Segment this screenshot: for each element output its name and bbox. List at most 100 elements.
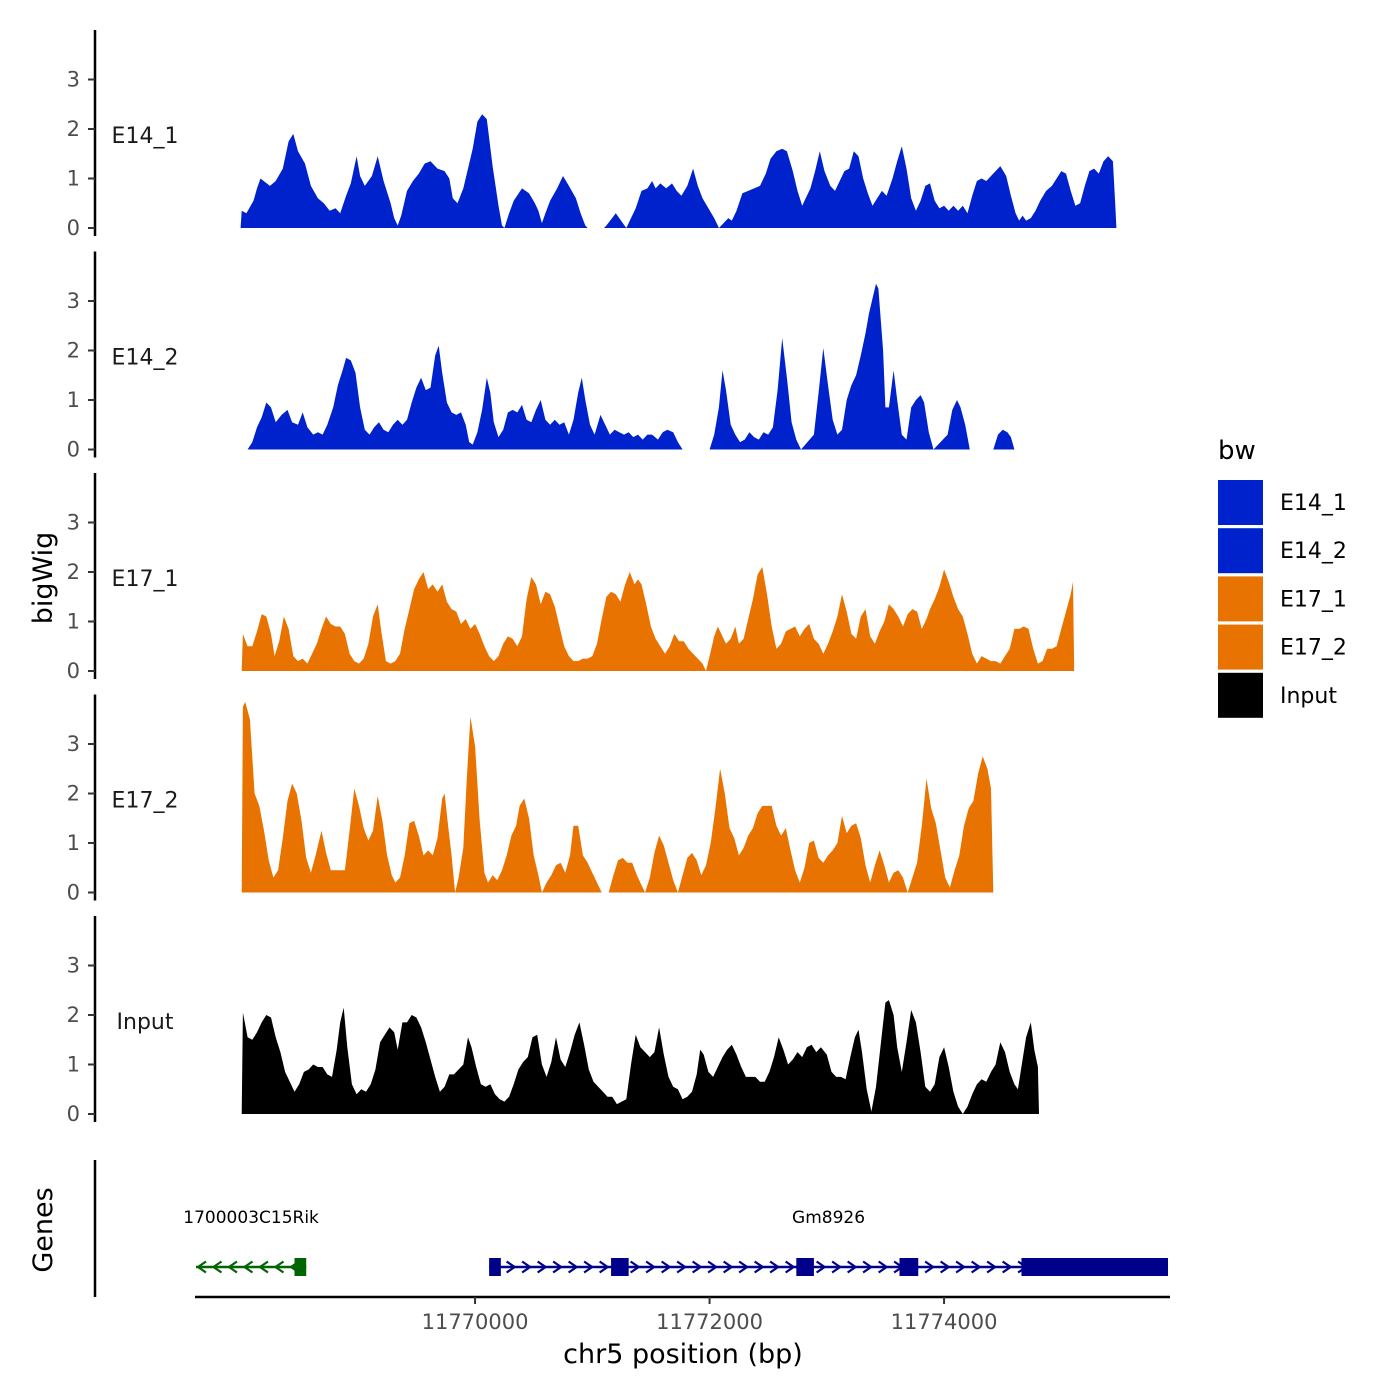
x-axis-title: chr5 position (bp) <box>563 1339 803 1370</box>
y-tick-label: 3 <box>67 511 80 535</box>
strand-arrow-icon <box>738 1260 750 1274</box>
exon <box>899 1258 919 1276</box>
y-tick-label: 2 <box>67 117 80 141</box>
y-tick-label: 3 <box>67 732 80 756</box>
legend-swatch <box>1218 528 1263 574</box>
strand-arrow-icon <box>506 1260 517 1274</box>
strand-arrow-icon <box>1001 1260 1013 1274</box>
area-e14-2 <box>247 283 1015 450</box>
area-e14-1 <box>240 114 1117 228</box>
area-e17-2 <box>241 701 994 893</box>
exon <box>489 1258 501 1276</box>
legend-swatch <box>1218 624 1263 670</box>
strand-arrow-icon <box>692 1260 703 1274</box>
strand-arrow-icon <box>831 1260 843 1274</box>
x-tick-label: 11774000 <box>891 1310 998 1334</box>
legend-swatch <box>1218 480 1263 525</box>
strand-arrow-icon <box>521 1260 533 1274</box>
strand-arrow-icon <box>940 1260 951 1274</box>
legend-title: bw <box>1218 436 1256 466</box>
y-axis-title: bigWig <box>28 532 59 625</box>
exon <box>611 1258 629 1276</box>
gene-track: 1700003C15Rik Gm8926 <box>93 1160 1168 1297</box>
strand-arrow-icon <box>676 1260 688 1274</box>
x-axis: 11770000 11772000 11774000 <box>195 1295 1170 1334</box>
strand-arrow-icon <box>754 1260 765 1274</box>
legend: bw E14_1 E14_2 E17_1 E17_2 Input <box>1218 436 1347 718</box>
strand-arrow-icon <box>196 1260 207 1274</box>
strand-arrow-icon <box>955 1260 967 1274</box>
strand-arrow-icon <box>583 1260 595 1274</box>
area-input <box>241 1000 1039 1114</box>
gene-label: Gm8926 <box>792 1208 865 1228</box>
y-tick-label: 1 <box>67 831 80 855</box>
strand-arrow-icon <box>211 1260 223 1274</box>
gene-gm8926: Gm8926 <box>489 1208 1168 1276</box>
area-e17-1 <box>241 567 1075 671</box>
coverage-tracks: 0 1 2 3 E14_1 0 1 2 3 E14_2 0 1 2 3 E17_1 0 1 2 3 E17_2 0 1 2 3… <box>67 30 1117 1126</box>
x-tick-label: 11770000 <box>422 1310 529 1334</box>
strand-arrow-icon <box>599 1260 610 1274</box>
strand-arrow-icon <box>661 1260 672 1274</box>
y-tick-label: 3 <box>67 289 80 313</box>
exon <box>796 1258 814 1276</box>
x-tick-label: 11772000 <box>656 1310 763 1334</box>
strand-arrow-icon <box>568 1260 579 1274</box>
legend-swatch <box>1218 576 1263 622</box>
gene-1700003c15rik: 1700003C15Rik <box>183 1208 319 1276</box>
y-tick-label: 0 <box>67 1102 80 1126</box>
strand-arrow-icon <box>723 1260 734 1274</box>
legend-label: E14_1 <box>1280 491 1347 516</box>
y-tick-label: 2 <box>67 782 80 806</box>
strand-arrow-icon <box>785 1260 796 1274</box>
y-tick-label: 2 <box>67 1003 80 1027</box>
track-label: E17_2 <box>112 789 179 814</box>
y-tick-label: 1 <box>67 1053 80 1077</box>
strand-arrow-icon <box>986 1260 998 1274</box>
strand-arrow-icon <box>227 1260 238 1274</box>
y-tick-label: 0 <box>67 216 80 240</box>
genes-axis-title: Genes <box>28 1187 59 1272</box>
strand-arrow-icon <box>878 1260 889 1274</box>
strand-arrow-icon <box>630 1260 641 1274</box>
y-tick-label: 0 <box>67 881 80 905</box>
y-tick-label: 1 <box>67 610 80 634</box>
y-tick-label: 2 <box>67 339 80 363</box>
strand-arrow-icon <box>645 1260 657 1274</box>
strand-arrow-icon <box>537 1260 548 1274</box>
strand-arrow-icon <box>847 1260 858 1274</box>
legend-label: E17_1 <box>1280 587 1347 612</box>
track-label: E17_1 <box>112 567 179 592</box>
strand-arrow-icon <box>273 1260 285 1274</box>
track-label: E14_2 <box>112 346 179 371</box>
y-tick-label: 1 <box>67 388 80 412</box>
gene-label: 1700003C15Rik <box>183 1208 319 1228</box>
exon <box>1021 1258 1168 1276</box>
strand-arrow-icon <box>242 1260 254 1274</box>
y-tick-label: 3 <box>67 954 80 978</box>
y-tick-label: 0 <box>67 659 80 683</box>
legend-label: E14_2 <box>1280 539 1347 564</box>
track-e14-2: 0 1 2 3 E14_2 <box>67 251 1015 462</box>
strand-arrow-icon <box>552 1260 564 1274</box>
y-tick-label: 1 <box>67 167 80 191</box>
legend-label: Input <box>1280 684 1337 709</box>
track-input: 0 1 2 3 Input <box>67 916 1039 1126</box>
strand-arrow-icon <box>924 1260 936 1274</box>
legend-swatch <box>1218 672 1263 718</box>
track-e14-1: 0 1 2 3 E14_1 <box>67 30 1117 240</box>
strand-arrow-icon <box>971 1260 982 1274</box>
strand-arrow-icon <box>258 1260 269 1274</box>
strand-arrow-icon <box>769 1260 781 1274</box>
track-label: Input <box>117 1010 174 1035</box>
strand-arrow-icon <box>816 1260 827 1274</box>
y-tick-label: 2 <box>67 560 80 584</box>
y-tick-label: 3 <box>67 68 80 92</box>
exon <box>294 1258 307 1276</box>
track-e17-1: 0 1 2 3 E17_1 <box>67 473 1075 683</box>
legend-label: E17_2 <box>1280 636 1347 661</box>
strand-arrow-icon <box>862 1260 874 1274</box>
strand-arrow-icon <box>707 1260 719 1274</box>
y-tick-label: 0 <box>67 438 80 462</box>
